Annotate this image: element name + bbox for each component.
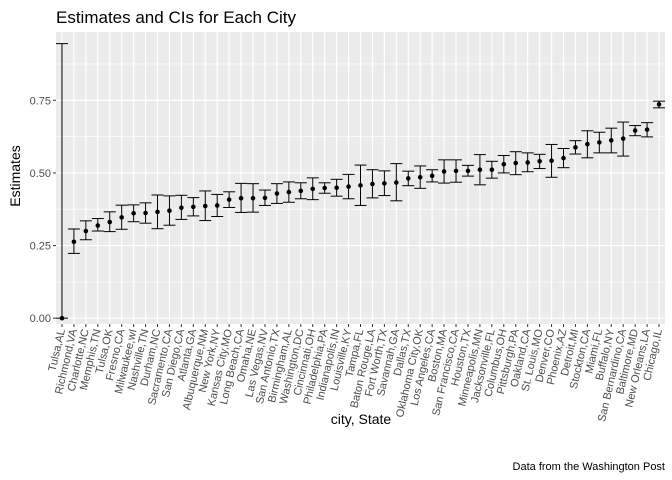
- estimate-point: [429, 173, 435, 179]
- estimate-point: [453, 168, 459, 174]
- estimate-point: [202, 203, 208, 209]
- chart-title: Estimates and CIs for Each City: [56, 8, 296, 27]
- estimate-point: [537, 158, 542, 164]
- estimate-point: [513, 160, 519, 166]
- estimate-point: [119, 215, 124, 220]
- estimate-point: [191, 204, 196, 210]
- estimate-point: [644, 127, 650, 132]
- x-axis: Tulsa,ALRichmond,VACharlotte,NCMemphis,T…: [47, 324, 665, 423]
- estimate-point: [525, 160, 530, 165]
- y-tick-label: 0.50: [30, 168, 51, 180]
- estimate-point: [155, 209, 160, 215]
- estimate-point: [95, 223, 101, 228]
- estimate-point: [262, 195, 268, 201]
- estimate-point: [417, 174, 423, 180]
- estimate-point: [358, 183, 363, 188]
- estimate-point: [549, 158, 554, 164]
- estimate-point: [286, 189, 292, 195]
- estimate-point: [608, 138, 614, 143]
- estimate-point: [573, 145, 578, 150]
- y-axis-title: Estimates: [7, 145, 23, 206]
- y-tick-label: 0.25: [30, 241, 51, 253]
- estimate-point: [656, 102, 662, 107]
- estimate-point: [310, 186, 316, 192]
- estimate-point: [382, 181, 387, 186]
- estimate-point: [131, 211, 136, 216]
- estimate-point: [107, 219, 113, 225]
- estimate-point: [370, 181, 375, 187]
- estimate-point: [597, 140, 602, 145]
- estimate-point: [322, 185, 327, 191]
- estimate-point: [274, 191, 280, 196]
- estimate-point: [501, 161, 507, 167]
- estimate-point: [561, 155, 566, 161]
- estimate-point: [71, 239, 77, 245]
- estimate-point: [632, 128, 638, 133]
- estimate-point: [489, 167, 495, 173]
- estimate-point: [346, 184, 351, 189]
- y-tick-label: 0.00: [30, 313, 51, 325]
- estimate-point: [143, 210, 148, 216]
- chart-caption: Data from the Washington Post: [513, 461, 665, 473]
- estimate-point: [226, 197, 232, 202]
- estimate-point: [620, 136, 626, 141]
- estimate-point: [477, 167, 483, 173]
- estimate-point: [465, 168, 471, 174]
- y-axis: 0.00 0.25 0.50 0.75: [30, 95, 56, 325]
- estimate-point: [250, 195, 256, 201]
- estimate-point: [214, 203, 220, 208]
- estimate-point: [83, 228, 89, 234]
- estimate-point: [238, 195, 244, 201]
- estimate-point: [441, 169, 447, 174]
- estimate-points: [59, 102, 662, 321]
- y-tick-label: 0.75: [30, 95, 51, 107]
- x-axis-title: city, State: [331, 411, 392, 427]
- estimate-point: [405, 176, 411, 181]
- estimate-point: [298, 188, 304, 194]
- estimate-point: [394, 180, 399, 185]
- estimate-point: [334, 185, 339, 191]
- estimate-point: [167, 208, 172, 213]
- estimate-point: [59, 315, 65, 321]
- estimate-point: [179, 205, 184, 211]
- estimate-point: [585, 141, 590, 147]
